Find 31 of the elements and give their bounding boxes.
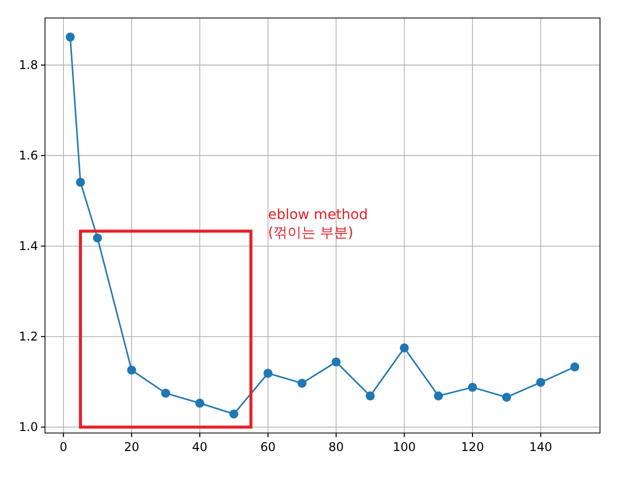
point [161, 388, 170, 398]
x-tick-label: 60 [260, 440, 276, 454]
point [298, 378, 307, 388]
point [66, 32, 75, 42]
point [332, 357, 341, 366]
annotation: eblow method (꺾이는 부분) [268, 206, 368, 241]
point [93, 233, 102, 242]
point [195, 398, 204, 408]
y-tick-label: 1.0 [18, 420, 38, 434]
point [468, 382, 477, 392]
x-tick-label: 140 [529, 440, 552, 454]
point [536, 378, 546, 387]
y-tick-label: 1.2 [18, 330, 38, 344]
x-tick-label: 0 [60, 440, 68, 454]
point [400, 343, 409, 352]
point [229, 409, 238, 418]
point [570, 362, 580, 372]
x-tick-label: 20 [124, 440, 140, 454]
y-tick-label: 1.6 [18, 148, 38, 163]
y-tick-label: 1.4 [18, 239, 38, 254]
point [366, 391, 375, 400]
point [127, 366, 136, 375]
point [76, 178, 85, 187]
point [263, 368, 272, 378]
x-tick-label: 80 [328, 440, 344, 454]
x-tick-label: 40 [192, 440, 208, 454]
x-tick-label: 120 [461, 440, 484, 454]
y-tick-label: 1.8 [18, 58, 38, 72]
x-tick-label: 100 [392, 440, 416, 454]
point [502, 392, 512, 402]
point [434, 391, 443, 400]
